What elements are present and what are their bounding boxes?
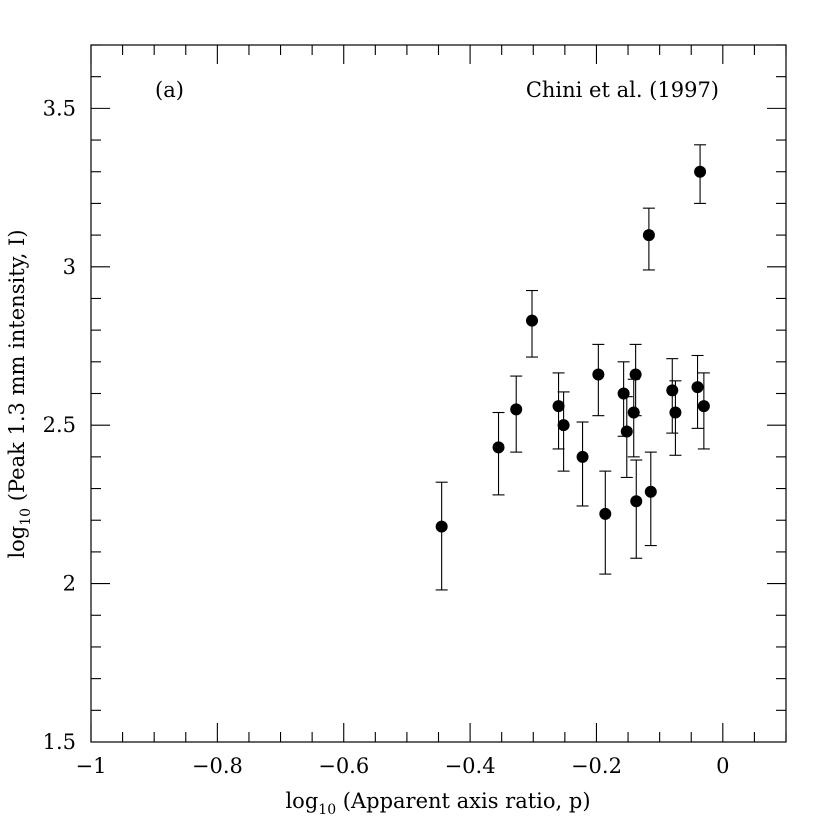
data-point — [617, 387, 630, 400]
data-point — [642, 229, 655, 242]
data-point — [697, 400, 710, 413]
data-point — [644, 485, 657, 498]
data-point — [435, 520, 448, 533]
y-axis-label: log10 (Peak 1.3 mm intensity, I) — [5, 229, 34, 558]
y-axis-label-text: (Peak 1.3 mm intensity, I) — [5, 229, 29, 507]
data-point — [691, 381, 704, 394]
x-axis-label-text: (Apparent axis ratio, p) — [336, 789, 590, 813]
data-point — [552, 400, 565, 413]
x-tick-label: 0 — [716, 754, 729, 778]
data-point — [669, 406, 682, 419]
axis-ticks — [90, 44, 787, 743]
x-tick-label: −0.8 — [192, 754, 243, 778]
data-point — [666, 384, 679, 397]
panel-label: (a) — [155, 78, 184, 102]
data-point — [576, 450, 589, 463]
x-tick-label: −0.4 — [445, 754, 496, 778]
error-bar — [492, 411, 505, 496]
data-point — [526, 314, 539, 327]
data-point — [627, 406, 640, 419]
y-tick-label: 2.5 — [43, 413, 76, 437]
error-bar — [576, 421, 589, 507]
data-point — [592, 368, 605, 381]
x-tick-label: −1 — [76, 754, 107, 778]
data-point — [557, 419, 570, 432]
error-bar — [630, 459, 643, 559]
data-point — [694, 165, 707, 178]
y-tick-label: 1.5 — [43, 730, 76, 754]
data-point — [510, 403, 523, 416]
error-bar — [435, 481, 448, 591]
data-point — [630, 495, 643, 508]
x-tick-label: −0.6 — [318, 754, 369, 778]
data-points — [435, 165, 710, 533]
data-point — [492, 441, 505, 454]
x-axis-label-prefix: log — [285, 789, 318, 813]
data-point — [599, 507, 612, 520]
x-axis-label: log10 (Apparent axis ratio, p) — [285, 789, 590, 818]
citation-label: Chini et al. (1997) — [526, 78, 719, 102]
y-tick-label: 3 — [63, 255, 76, 279]
tick-labels: −1 −0.8 −0.6 −0.4 −0.2 0 1.5 2 2.5 3 3.5 — [43, 96, 730, 778]
data-point — [629, 368, 642, 381]
error-bar — [644, 451, 657, 547]
y-tick-label: 2 — [63, 572, 76, 596]
x-axis-label-subscript: 10 — [318, 802, 336, 818]
x-tick-label: −0.2 — [571, 754, 622, 778]
plot-frame — [90, 44, 787, 743]
data-point — [620, 425, 633, 438]
y-tick-label: 3.5 — [43, 96, 76, 120]
y-axis-label-subscript: 10 — [18, 508, 34, 526]
y-axis-label-prefix: log — [5, 526, 29, 559]
error-bars — [435, 144, 710, 591]
error-bar — [599, 470, 612, 575]
